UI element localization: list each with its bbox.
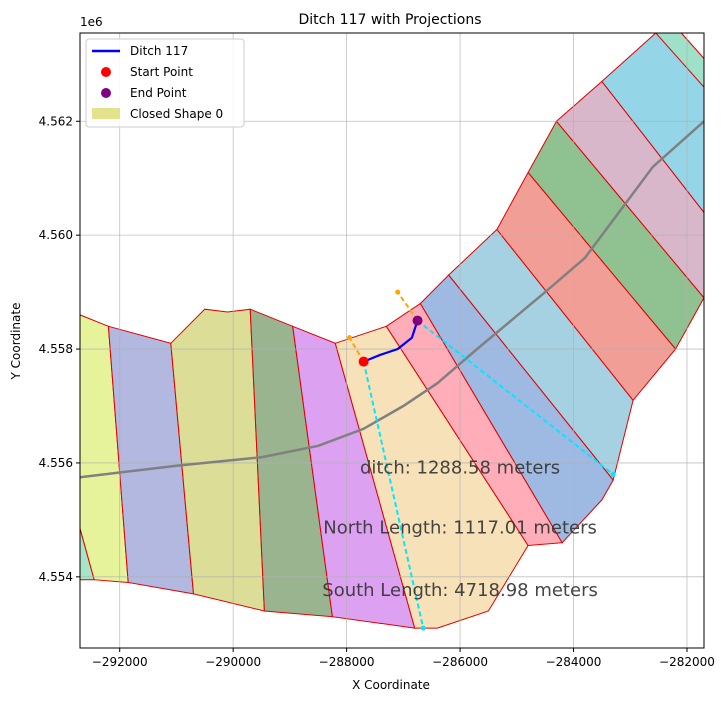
centerline: [80, 120, 704, 479]
x-tick-label-4: −284000: [546, 655, 602, 669]
projection-point-0: [346, 335, 352, 341]
x-tick-label-2: −288000: [319, 655, 375, 669]
annotation-1: North Length: 1117.01 meters: [323, 517, 597, 538]
legend-label-3: Closed Shape 0: [130, 107, 223, 121]
projection-line-1: [396, 291, 419, 322]
x-tick-label-1: −290000: [205, 655, 261, 669]
grid: [80, 33, 704, 648]
projection-point-2: [420, 625, 426, 631]
legend-label-1: Start Point: [130, 65, 193, 79]
legend-label-0: Ditch 117: [130, 44, 188, 58]
start-point: [358, 356, 369, 367]
y-tick-label-0: 4.554: [39, 570, 73, 584]
annotation-layer: ditch: 1288.58 meters North Length: 1117.…: [322, 458, 598, 601]
legend-marker-1: [101, 67, 111, 77]
legend: Ditch 117 Start Point End Point Closed Shap…: [85, 38, 245, 128]
projection-line-2: [362, 361, 425, 629]
plot-frame: [79, 32, 705, 649]
y-axis: 4.554 4.556 4.558 4.560 4.562: [39, 114, 80, 584]
projection-point-1: [395, 289, 401, 295]
end-point: [412, 315, 423, 326]
annotation-0: ditch: 1288.58 meters: [360, 458, 560, 479]
chart-title: Ditch 117 with Projections: [298, 12, 481, 28]
projection-line-3: [416, 319, 614, 476]
polygon-12: [555, 80, 704, 299]
polygon-8: [419, 274, 614, 544]
annotation-2: South Length: 4718.98 meters: [322, 580, 598, 601]
ditch-line-0: [363, 320, 419, 363]
y-offset-label: 1e6: [80, 15, 103, 29]
y-tick-label-4: 4.562: [39, 114, 73, 128]
y-tick-label-2: 4.558: [39, 342, 73, 356]
x-tick-label-5: −282000: [659, 655, 715, 669]
polygon-layer: [80, 33, 704, 629]
x-tick-label-0: −292000: [92, 655, 148, 669]
legend-marker-2: [101, 88, 111, 98]
polygon-1: [80, 314, 129, 584]
polygon-14: [655, 33, 704, 88]
x-axis-label: X Coordinate: [352, 678, 430, 692]
y-axis-label: Y Coordinate: [9, 303, 23, 381]
legend-box: [85, 38, 245, 128]
projection-point-3: [610, 471, 616, 477]
x-tick-label-3: −286000: [432, 655, 488, 669]
y-tick-label-3: 4.560: [39, 228, 73, 242]
line-layer: [80, 120, 704, 631]
y-tick-label-1: 4.556: [39, 456, 73, 470]
legend-label-2: End Point: [130, 86, 187, 100]
x-axis: −292000 −290000 −288000 −286000 −284000 −2820…: [92, 648, 715, 669]
legend-patch-3: [92, 108, 120, 119]
